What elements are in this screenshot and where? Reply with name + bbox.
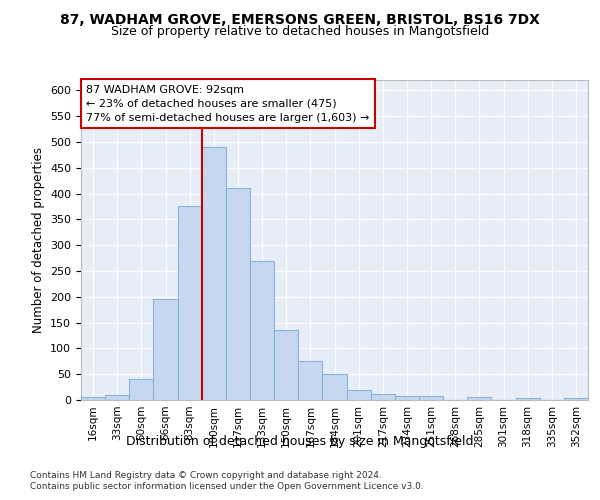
Bar — [395, 396, 419, 400]
Text: 87 WADHAM GROVE: 92sqm
← 23% of detached houses are smaller (475)
77% of semi-de: 87 WADHAM GROVE: 92sqm ← 23% of detached… — [86, 85, 370, 123]
Bar — [322, 374, 347, 400]
Bar — [564, 398, 588, 400]
Bar — [419, 396, 443, 400]
Bar — [371, 394, 395, 400]
Bar — [467, 398, 491, 400]
Text: Distribution of detached houses by size in Mangotsfield: Distribution of detached houses by size … — [126, 435, 474, 448]
Bar — [129, 380, 154, 400]
Bar — [226, 188, 250, 400]
Bar — [515, 398, 540, 400]
Text: Contains HM Land Registry data © Crown copyright and database right 2024.: Contains HM Land Registry data © Crown c… — [30, 471, 382, 480]
Text: 87, WADHAM GROVE, EMERSONS GREEN, BRISTOL, BS16 7DX: 87, WADHAM GROVE, EMERSONS GREEN, BRISTO… — [60, 12, 540, 26]
Text: Contains public sector information licensed under the Open Government Licence v3: Contains public sector information licen… — [30, 482, 424, 491]
Bar — [154, 300, 178, 400]
Bar — [298, 362, 322, 400]
Bar — [105, 395, 129, 400]
Bar — [81, 398, 105, 400]
Bar — [347, 390, 371, 400]
Y-axis label: Number of detached properties: Number of detached properties — [32, 147, 44, 333]
Bar — [274, 330, 298, 400]
Text: Size of property relative to detached houses in Mangotsfield: Size of property relative to detached ho… — [111, 25, 489, 38]
Bar — [250, 260, 274, 400]
Bar — [202, 147, 226, 400]
Bar — [178, 206, 202, 400]
